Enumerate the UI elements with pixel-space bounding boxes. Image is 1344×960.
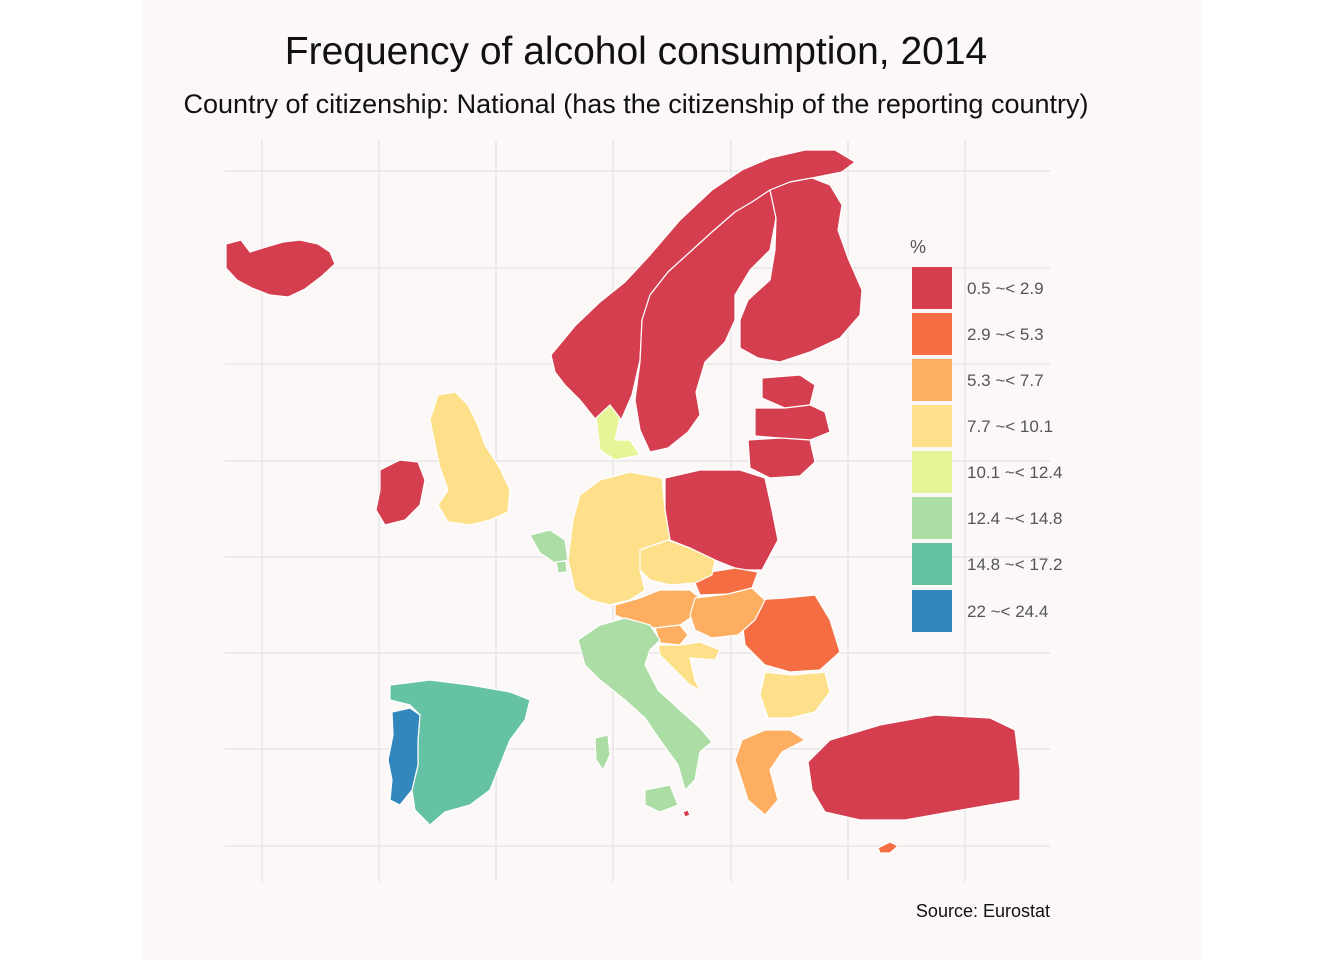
country-united-kingdom <box>429 391 511 526</box>
legend-label: 2.9 ~< 5.3 <box>967 325 1044 344</box>
legend-swatch <box>912 359 952 401</box>
country-belgium <box>529 529 569 564</box>
legend-label: 5.3 ~< 7.7 <box>967 371 1044 390</box>
legend-swatch <box>912 543 952 585</box>
country-cyprus <box>877 841 899 854</box>
country-sweden <box>634 189 777 453</box>
legend-swatch <box>912 451 952 493</box>
legend-swatch <box>912 497 952 539</box>
legend-title: % <box>910 237 927 257</box>
country-slovenia <box>654 624 689 646</box>
country-croatia <box>657 641 721 691</box>
country-ireland <box>375 459 426 526</box>
legend-label: 22 ~< 24.4 <box>967 602 1049 621</box>
legend-swatch <box>912 313 952 355</box>
country-italy <box>577 617 713 813</box>
country-greece <box>734 729 806 816</box>
country-czechia <box>639 539 716 586</box>
legend-label: 14.8 ~< 17.2 <box>967 555 1063 574</box>
country-malta <box>682 809 691 818</box>
map-subtitle: Country of citizenship: National (has th… <box>183 89 1089 119</box>
country-latvia <box>754 404 831 441</box>
country-germany <box>567 471 671 606</box>
legend-label: 12.4 ~< 14.8 <box>967 509 1063 528</box>
legend-swatch <box>912 405 952 447</box>
country-romania <box>741 594 841 673</box>
country-denmark <box>595 404 641 461</box>
country-luxembourg <box>555 560 568 574</box>
country-iceland <box>225 239 336 298</box>
country-portugal <box>387 707 421 806</box>
legend-swatch <box>912 590 952 632</box>
legend-swatch <box>912 267 952 309</box>
source-caption: Source: Eurostat <box>915 901 1050 921</box>
legend-label: 7.7 ~< 10.1 <box>967 417 1054 436</box>
country-turkey <box>807 714 1021 821</box>
country-hungary <box>689 587 766 639</box>
country-lithuania <box>747 437 816 479</box>
map-title: Frequency of alcohol consumption, 2014 <box>284 30 988 73</box>
country-layer <box>225 149 1021 854</box>
country-estonia <box>761 374 816 409</box>
country-bulgaria <box>759 671 831 719</box>
country-finland <box>739 177 863 363</box>
legend-label: 10.1 ~< 12.4 <box>967 463 1063 482</box>
legend-label: 0.5 ~< 2.9 <box>967 279 1044 298</box>
